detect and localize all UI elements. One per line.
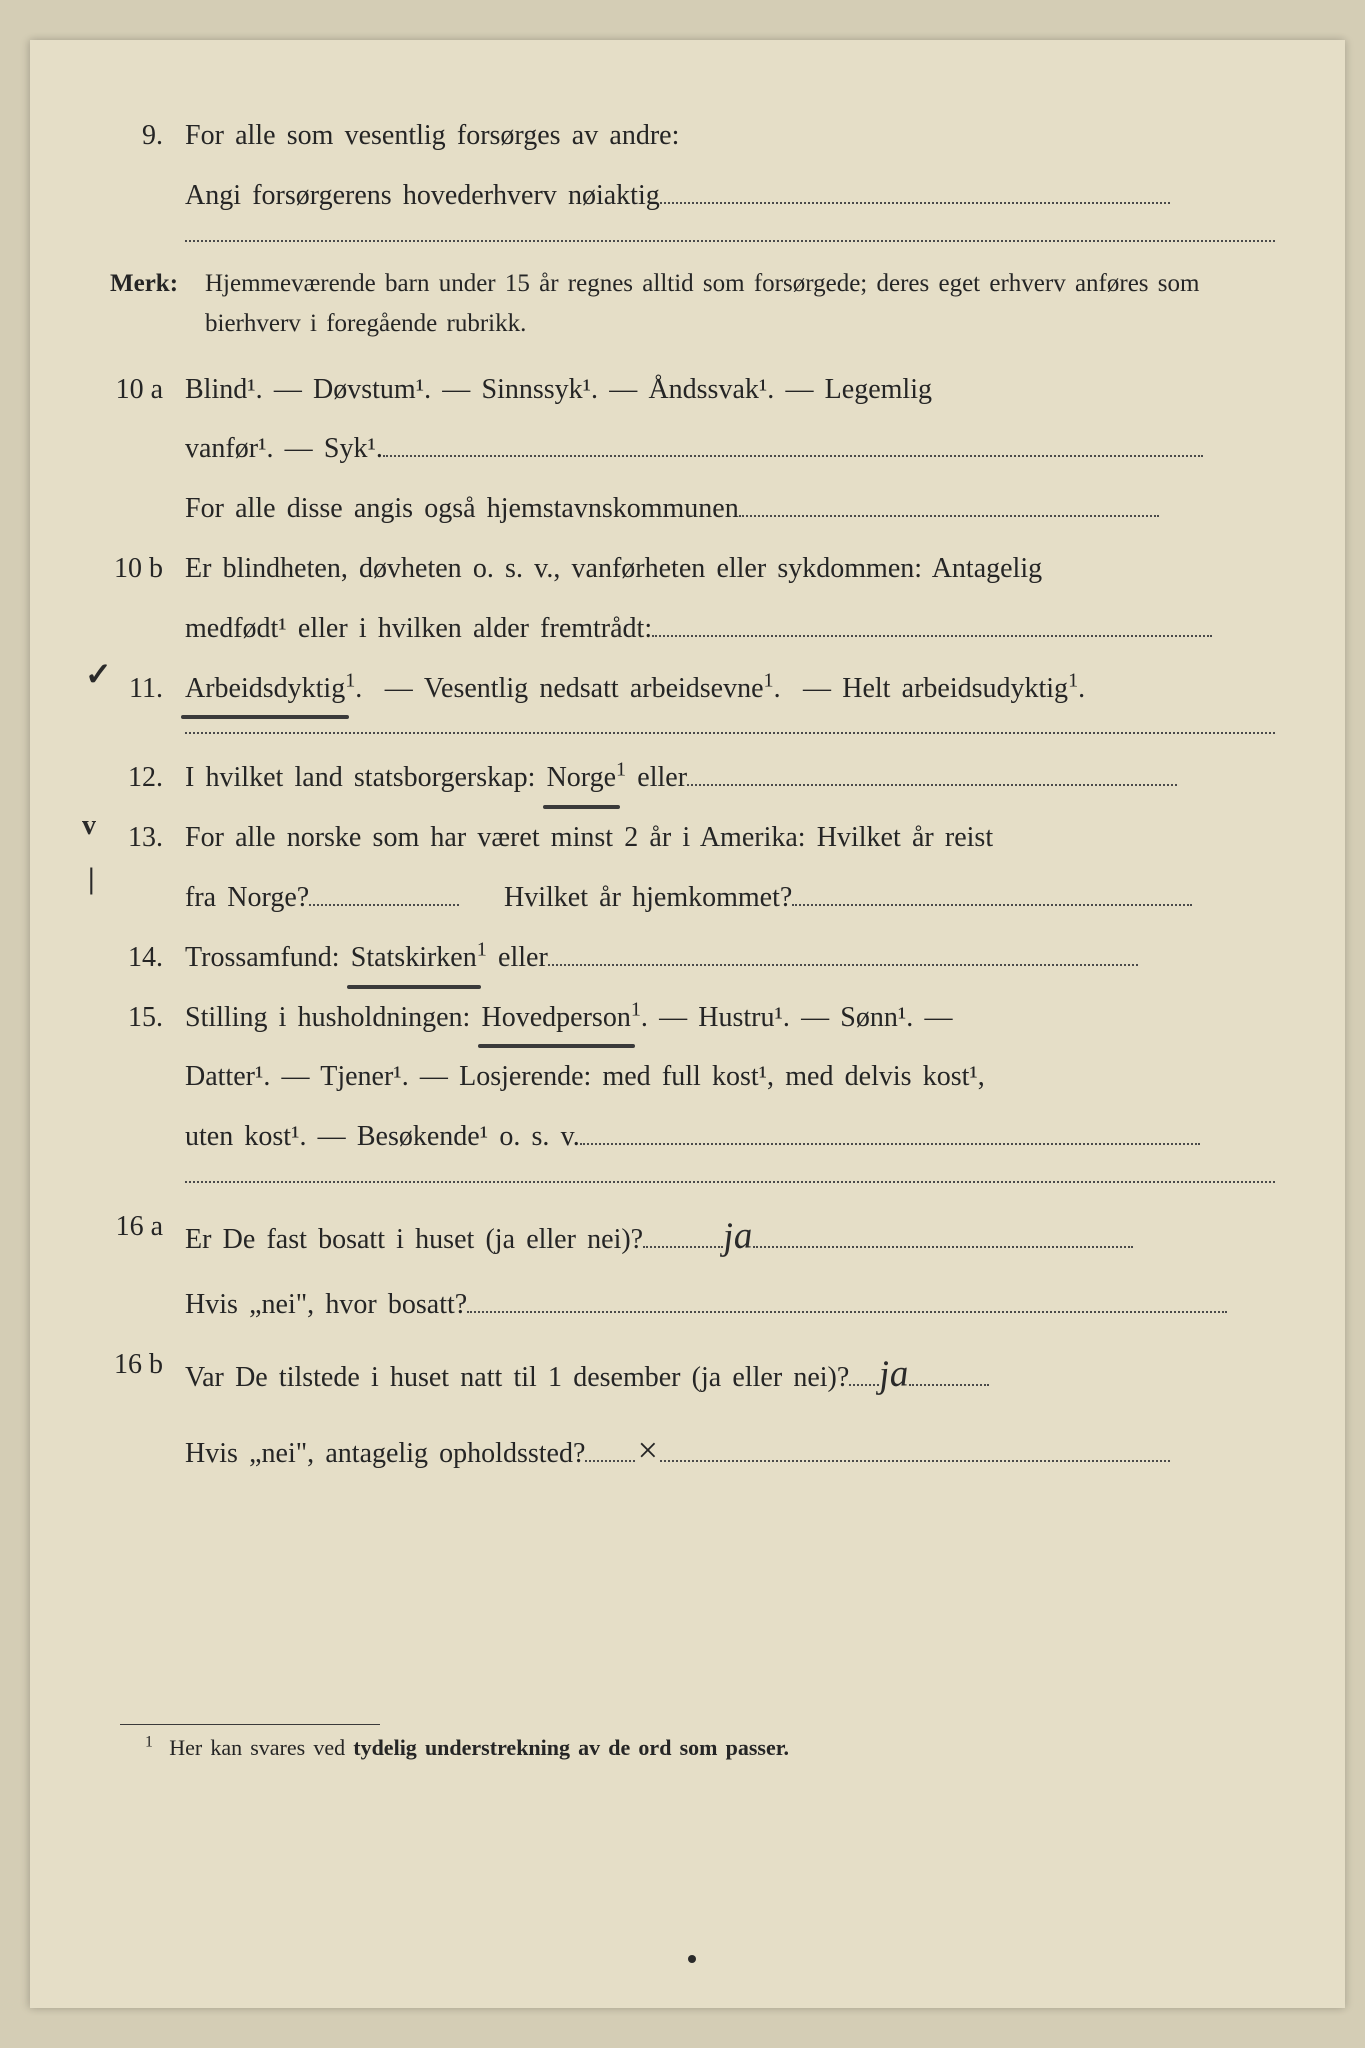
q10b-line1: Er blindheten, døvheten o. s. v., vanfør…	[185, 553, 1042, 584]
q12-prefix: I hvilket land statsborgerskap:	[185, 762, 547, 793]
question-16a: 16 a Er De fast bosatt i huset (ja eller…	[110, 1201, 1275, 1271]
document-page: 9. For alle som vesentlig forsørges av a…	[30, 40, 1345, 2008]
fill-line	[909, 1384, 989, 1386]
q14-suffix: eller	[487, 942, 548, 973]
q16a-q2: Hvis „nei", hvor bosatt?	[185, 1289, 467, 1320]
fill-line	[643, 1246, 723, 1248]
fill-line	[660, 1460, 1170, 1462]
footnote-text: Her kan svares ved	[169, 1735, 353, 1760]
fill-line	[467, 1311, 1227, 1313]
question-10a-cont1: vanfør¹. — Syk¹.	[110, 423, 1275, 475]
question-10b: 10 b Er blindheten, døvheten o. s. v., v…	[110, 543, 1275, 595]
checkmark-icon: |	[88, 862, 95, 896]
checkmark-icon: ✓	[85, 655, 112, 693]
note-merk: Merk: Hjemmeværende barn under 15 år reg…	[110, 264, 1275, 344]
question-9: 9. For alle som vesentlig forsørges av a…	[110, 110, 1275, 162]
question-number: 16 b	[110, 1339, 185, 1409]
fill-line	[792, 904, 1192, 906]
merk-label: Merk:	[110, 264, 205, 344]
question-number: 15.	[110, 992, 185, 1044]
q16b-q1: Var De tilstede i huset natt til 1 desem…	[185, 1362, 849, 1393]
q15-line2: Datter¹. — Tjener¹. — Losjerende: med fu…	[185, 1061, 985, 1092]
question-number: 10 a	[110, 364, 185, 416]
question-10b-cont: medfødt¹ eller i hvilken alder fremtrådt…	[110, 603, 1275, 655]
q12-opt-selected: Norge	[547, 752, 616, 804]
q13-line2b: Hvilket år hjemkommet?	[504, 882, 792, 913]
checkmark-icon: v	[82, 810, 96, 842]
fill-line	[548, 964, 1138, 966]
fill-line	[753, 1246, 1133, 1248]
fill-line	[849, 1384, 879, 1386]
divider	[185, 732, 1275, 734]
question-number: 9.	[110, 110, 185, 162]
fill-line	[652, 635, 1212, 637]
divider	[185, 240, 1275, 242]
q10b-line2: medfødt¹ eller i hvilken alder fremtrådt…	[185, 613, 652, 644]
q13-line2a: fra Norge?	[185, 882, 309, 913]
q11-opt2: Vesentlig nedsatt arbeidsevne	[424, 673, 764, 704]
question-12: 12. I hvilket land statsborgerskap: Norg…	[110, 752, 1275, 804]
question-number: 13.	[110, 812, 185, 864]
footnote-bold: tydelig understrekning av de ord som pas…	[353, 1735, 789, 1760]
fill-line	[687, 784, 1177, 786]
merk-text: Hjemmeværende barn under 15 år regnes al…	[205, 264, 1275, 344]
question-13: 13. For alle norske som har været minst …	[110, 812, 1275, 864]
q10a-options: Blind¹. — Døvstum¹. — Sinnssyk¹. — Åndss…	[185, 374, 932, 405]
question-9-cont: Angi forsørgerens hovederhverv nøiaktig	[110, 170, 1275, 222]
q16a-q1: Er De fast bosatt i huset (ja eller nei)…	[185, 1224, 643, 1255]
handwritten-answer: ja	[721, 1200, 754, 1272]
divider	[185, 1181, 1275, 1183]
fill-line	[739, 515, 1159, 517]
question-number: 12.	[110, 752, 185, 804]
handwritten-answer: ja	[877, 1338, 910, 1410]
question-14: 14. Trossamfund: Statskirken1 eller	[110, 932, 1275, 984]
q14-opt-selected: Statskirken	[351, 932, 477, 984]
footnote-sup: 1	[145, 1734, 153, 1751]
handwritten-x: ×	[635, 1417, 659, 1484]
q13-line1: For alle norske som har været minst 2 år…	[185, 822, 993, 853]
q10a-options2: vanfør¹. — Syk¹.	[185, 433, 383, 464]
q12-suffix: eller	[626, 762, 687, 793]
question-13-cont: fra Norge? Hvilket år hjemkommet?	[110, 872, 1275, 924]
q15-prefix: Stilling i husholdningen:	[185, 1002, 482, 1033]
q15-rest: — Hustru¹. — Sønn¹. —	[648, 1002, 953, 1033]
fill-line	[585, 1460, 635, 1462]
q9-line1: For alle som vesentlig forsørges av andr…	[185, 120, 679, 151]
question-16a-cont: Hvis „nei", hvor bosatt?	[110, 1279, 1275, 1331]
fill-line	[660, 202, 1170, 204]
question-10a: 10 a Blind¹. — Døvstum¹. — Sinnssyk¹. — …	[110, 364, 1275, 416]
footnote-rule	[120, 1724, 380, 1725]
question-15: 15. Stilling i husholdningen: Hovedperso…	[110, 992, 1275, 1044]
footnote: 1 Her kan svares ved tydelig understrekn…	[145, 1735, 1275, 1761]
question-11: 11. Arbeidsdyktig1. — Vesentlig nedsatt …	[110, 663, 1275, 715]
question-10a-cont2: For alle disse angis også hjemstavnskomm…	[110, 483, 1275, 535]
question-number: 11.	[110, 663, 185, 715]
question-number: 14.	[110, 932, 185, 984]
question-15-cont2: uten kost¹. — Besøkende¹ o. s. v.	[110, 1111, 1275, 1163]
q9-line2: Angi forsørgerens hovederhverv nøiaktig	[185, 180, 660, 211]
question-15-cont1: Datter¹. — Tjener¹. — Losjerende: med fu…	[110, 1051, 1275, 1103]
question-number: 16 a	[110, 1201, 185, 1271]
dot-ornament	[688, 1955, 696, 1963]
fill-line	[383, 455, 1203, 457]
q16b-q2: Hvis „nei", antagelig opholdssted?	[185, 1438, 585, 1469]
question-number: 10 b	[110, 543, 185, 595]
q10a-line3: For alle disse angis også hjemstavnskomm…	[185, 493, 739, 524]
q11-opt3: Helt arbeidsudyktig	[842, 673, 1068, 704]
question-16b-cont: Hvis „nei", antagelig opholdssted? ×	[110, 1417, 1275, 1484]
fill-line	[309, 904, 459, 906]
fill-line	[580, 1143, 1200, 1145]
q14-prefix: Trossamfund:	[185, 942, 351, 973]
q15-line3: uten kost¹. — Besøkende¹ o. s. v.	[185, 1121, 580, 1152]
q15-opt-selected: Hovedperson	[482, 992, 631, 1044]
question-text: For alle som vesentlig forsørges av andr…	[185, 110, 1275, 162]
question-16b: 16 b Var De tilstede i huset natt til 1 …	[110, 1339, 1275, 1409]
q11-opt1-selected: Arbeidsdyktig	[185, 663, 345, 715]
